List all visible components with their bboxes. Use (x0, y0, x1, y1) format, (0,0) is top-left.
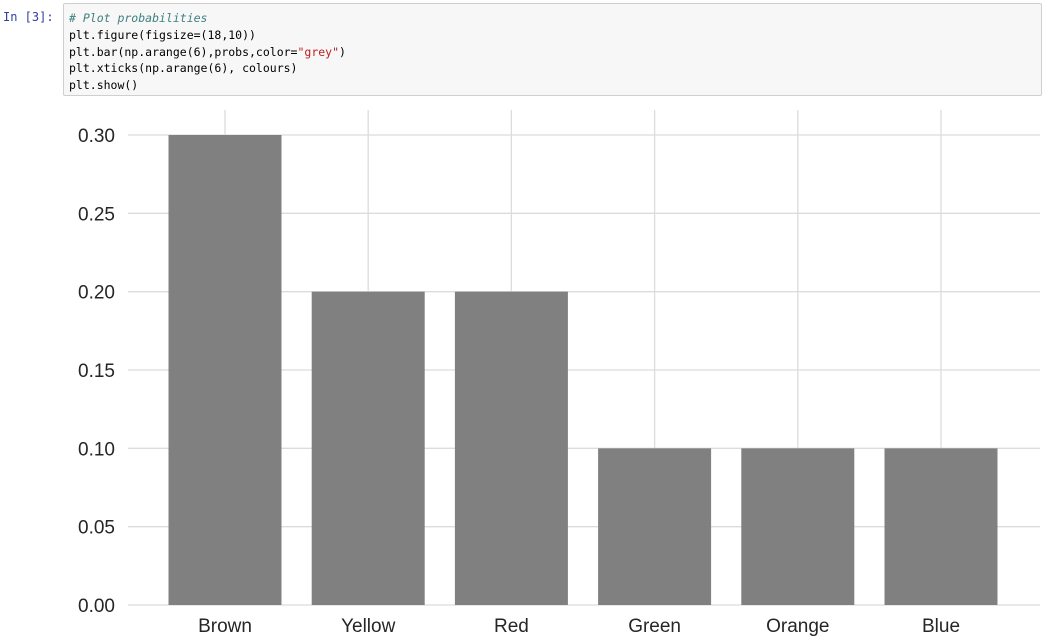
x-tick-label: Blue (922, 616, 960, 637)
bar-chart: 0.00 0.05 0.10 0.15 0.20 0.25 0.30 Brown Yellow… (78, 110, 1040, 637)
bar-blue (884, 448, 998, 605)
bar-brown (168, 135, 282, 605)
y-tick-labels: 0.00 0.05 0.10 0.15 0.20 0.25 0.30 (78, 126, 115, 617)
code-line: plt.figure(figsize=(18,10)) (69, 27, 346, 44)
bar-red (454, 291, 568, 605)
code-line: plt.show() (69, 77, 346, 94)
code-editor[interactable]: # Plot probabilities plt.figure(figsize=(… (69, 10, 346, 94)
code-token: # Plot probabilities (69, 11, 208, 25)
cell-prompt: In [3]: (3, 10, 54, 24)
code-line: plt.xticks(np.arange(6), colours) (69, 60, 346, 77)
code-token: plt.figure(figsize=(18,10)) (69, 27, 256, 42)
y-tick-label: 0.10 (78, 439, 115, 460)
y-tick-label: 0.20 (78, 283, 115, 304)
x-tick-labels: Brown Yellow Red Green Orange Blue (198, 616, 960, 637)
y-tick-label: 0.15 (78, 361, 115, 382)
y-tick-label: 0.00 (78, 596, 115, 617)
bar-orange (741, 448, 855, 605)
x-tick-label: Red (494, 616, 529, 637)
bar-yellow (311, 291, 425, 605)
bar-green (598, 448, 712, 605)
code-token: plt.bar(np.arange(6),probs,color= (69, 44, 298, 59)
code-token: plt.xticks(np.arange(6), colours) (69, 61, 298, 76)
x-tick-label: Orange (766, 616, 829, 637)
y-tick-label: 0.05 (78, 518, 115, 539)
code-token: "grey" (297, 44, 340, 59)
code-token: ) (339, 44, 346, 59)
y-tick-label: 0.25 (78, 204, 115, 225)
code-cell[interactable]: # Plot probabilities plt.figure(figsize=(… (63, 3, 1042, 96)
code-token: plt.show() (69, 78, 139, 93)
code-line: plt.bar(np.arange(6),probs,color="grey") (69, 44, 346, 61)
y-tick-label: 0.30 (78, 126, 115, 147)
x-tick-label: Brown (198, 616, 252, 637)
bars (168, 135, 998, 605)
x-tick-label: Yellow (341, 616, 396, 637)
x-tick-label: Green (628, 616, 681, 637)
code-line: # Plot probabilities (69, 10, 346, 27)
